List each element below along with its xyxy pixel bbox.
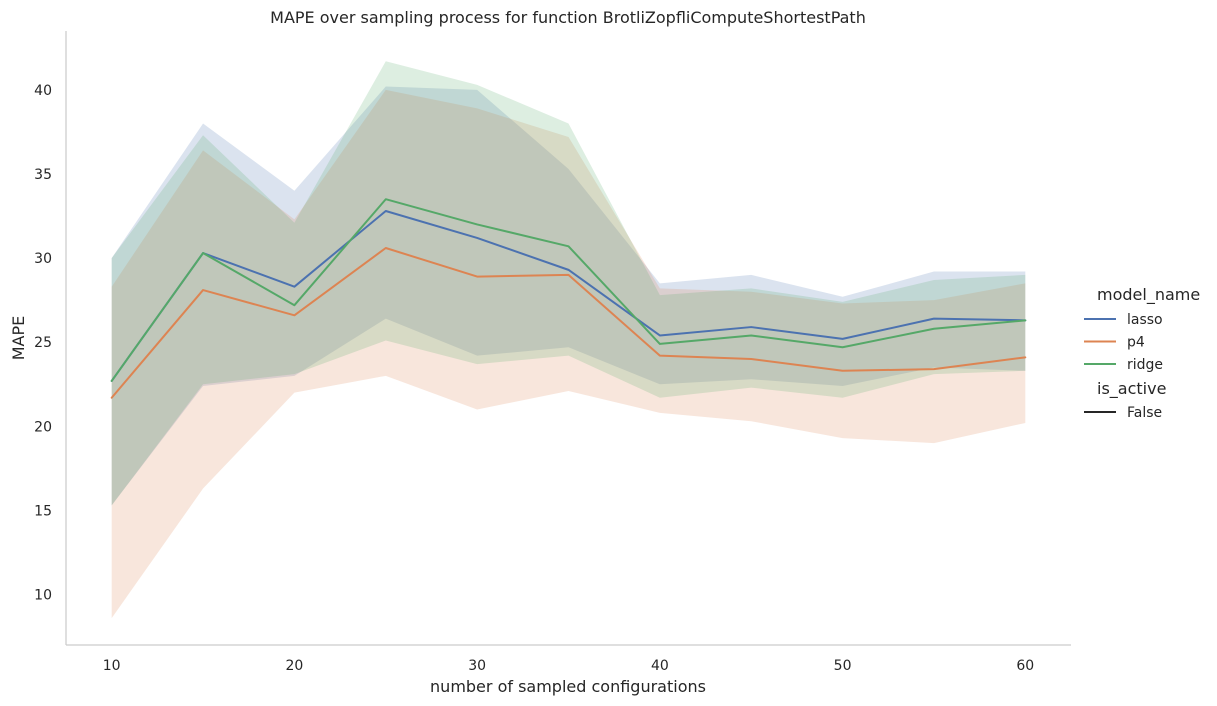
x-tick-label: 20	[285, 658, 303, 674]
y-tick-label: 20	[34, 419, 52, 435]
legend-hue-items: lasso p4 ridge	[1084, 312, 1163, 373]
y-tick-label: 30	[34, 251, 52, 267]
y-tick-label: 15	[34, 503, 52, 519]
confidence-bands	[111, 61, 1026, 619]
legend-item-ridge: ridge	[1084, 357, 1163, 373]
legend-style-title: is_active	[1097, 379, 1166, 399]
legend-label: lasso	[1127, 312, 1163, 328]
legend-label: p4	[1127, 335, 1145, 351]
legend-item-lasso: lasso	[1084, 312, 1163, 328]
y-axis-ticks: 10 15 20 25 30 35 40	[34, 83, 52, 604]
series-lines	[110, 198, 1027, 399]
series-line-p4	[110, 247, 1027, 399]
legend-label: False	[1127, 405, 1162, 421]
y-axis-label: MAPE	[9, 316, 28, 361]
x-tick-label: 30	[468, 658, 486, 674]
legend-style-items: False	[1084, 405, 1162, 421]
legend-hue-title: model_name	[1097, 285, 1200, 305]
legend-label: ridge	[1127, 357, 1163, 373]
legend-item-p4: p4	[1084, 335, 1145, 351]
x-tick-label: 40	[651, 658, 669, 674]
ci-band-ridge	[111, 61, 1026, 506]
y-tick-label: 35	[34, 167, 52, 183]
y-tick-label: 10	[34, 588, 52, 604]
series-line-lasso	[110, 209, 1027, 382]
ci-band-p4	[111, 89, 1026, 619]
series-line-ridge	[110, 198, 1027, 382]
x-axis-label: number of sampled configurations	[430, 677, 706, 696]
chart-title: MAPE over sampling process for function …	[270, 8, 866, 27]
ci-band-lasso	[111, 86, 1026, 506]
legend: model_name lasso p4 ridge is_active False	[1084, 285, 1200, 421]
x-axis-ticks: 10 20 30 40 50 60	[103, 658, 1034, 674]
x-tick-label: 50	[834, 658, 852, 674]
x-tick-label: 10	[103, 658, 121, 674]
y-tick-label: 40	[34, 83, 52, 99]
legend-item-style: False	[1084, 405, 1162, 421]
x-tick-label: 60	[1016, 658, 1034, 674]
y-tick-label: 25	[34, 335, 52, 351]
